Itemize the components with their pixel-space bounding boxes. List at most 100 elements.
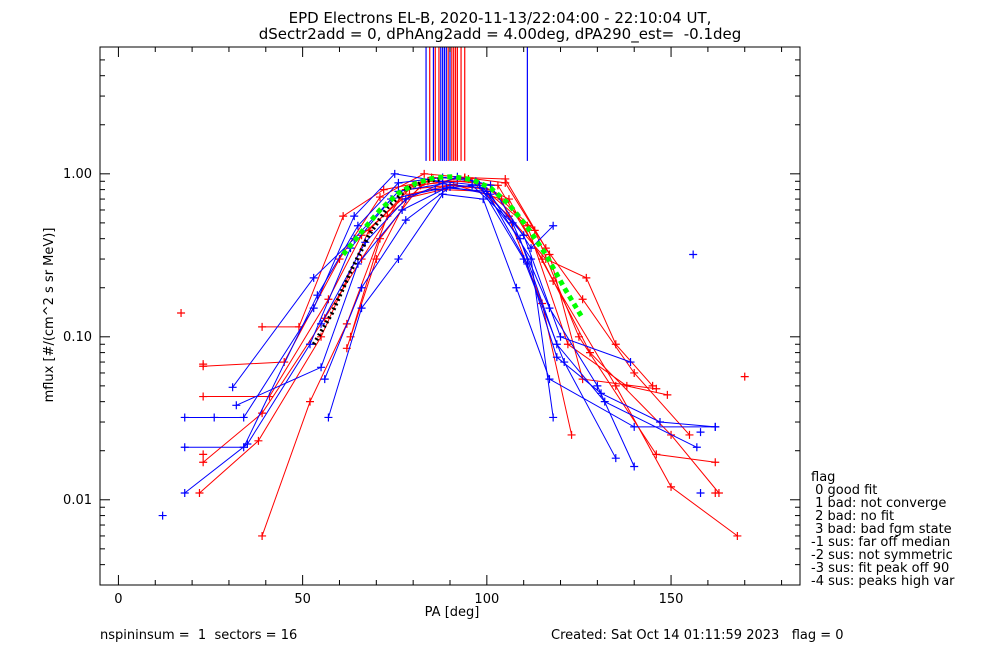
- data-point: [398, 205, 407, 214]
- data-point: [258, 531, 267, 540]
- data-point: [733, 531, 742, 540]
- isolated-data-point: [696, 428, 705, 437]
- data-point: [552, 340, 561, 349]
- data-point: [711, 422, 720, 431]
- data-point: [493, 181, 502, 190]
- data-point: [630, 422, 639, 431]
- data-point: [549, 221, 558, 230]
- data-point: [626, 358, 635, 367]
- data-point: [420, 169, 429, 178]
- data-point: [556, 332, 565, 341]
- data-point: [320, 375, 329, 384]
- data-point: [390, 169, 399, 178]
- data-point: [306, 340, 314, 349]
- data-point: [597, 389, 606, 398]
- isolated-data-point: [158, 511, 167, 520]
- x-tick-label: 0: [114, 592, 122, 607]
- data-point: [195, 489, 204, 498]
- series-line: [236, 187, 716, 428]
- data-point: [611, 454, 620, 463]
- data-point: [180, 443, 189, 452]
- isolated-data-point: [711, 489, 720, 498]
- data-point: [486, 190, 495, 199]
- legend-title: flag: [811, 470, 836, 485]
- data-point: [501, 174, 510, 183]
- legend-item: -1 sus: far off median: [811, 535, 951, 550]
- data-point: [685, 430, 694, 439]
- data-point: [376, 193, 384, 202]
- data-point: [563, 340, 572, 349]
- legend-item: 2 bad: no fit: [811, 509, 895, 524]
- data-point: [667, 482, 676, 491]
- series-line: [199, 180, 720, 494]
- fit-curve-green: [341, 174, 585, 320]
- y-tick-label: 0.10: [63, 330, 92, 345]
- data-point: [394, 178, 403, 187]
- legend-item: 1 bad: not converge: [811, 496, 947, 511]
- y-tick-label: 0.01: [63, 493, 92, 508]
- data-point: [401, 216, 410, 225]
- isolated-data-point: [199, 360, 208, 369]
- data-point: [401, 195, 410, 204]
- legend-item: -3 sus: fit peak off 90: [811, 561, 950, 576]
- data-point: [254, 436, 263, 445]
- x-tick-label: 100: [474, 592, 499, 607]
- data-point: [239, 443, 248, 452]
- series-line: [232, 183, 631, 388]
- x-tick-label: 50: [294, 592, 311, 607]
- data-point: [630, 368, 639, 377]
- footer-right-info: Created: Sat Oct 14 01:11:59 2023 flag =…: [551, 628, 844, 643]
- x-axis-label: PA [deg]: [425, 605, 480, 620]
- data-point: [317, 363, 326, 372]
- data-point: [306, 397, 314, 406]
- data-point: [431, 185, 440, 194]
- isolated-data-point: [199, 450, 208, 459]
- data-point: [180, 413, 189, 422]
- y-tick-label: 1.00: [63, 167, 92, 182]
- data-point: [479, 195, 488, 204]
- data-point: [567, 430, 576, 439]
- data-point: [324, 413, 333, 422]
- data-point: [232, 401, 241, 410]
- data-point: [339, 212, 348, 221]
- data-point: [243, 439, 252, 448]
- data-point: [574, 332, 583, 341]
- data-point: [622, 381, 631, 390]
- data-point: [180, 489, 189, 498]
- chart-title-line-2: dSectr2add = 0, dPhAng2add = 4.00deg, dP…: [258, 25, 742, 43]
- data-point: [582, 273, 591, 282]
- data-point: [199, 458, 208, 467]
- isolated-data-point: [696, 489, 705, 498]
- data-point: [446, 183, 454, 192]
- data-point: [552, 353, 561, 362]
- data-point: [438, 190, 447, 199]
- data-point: [652, 384, 661, 393]
- data-point: [317, 319, 326, 328]
- data-point: [313, 291, 322, 300]
- data-point: [711, 458, 720, 467]
- data-point: [357, 283, 366, 292]
- data-point: [309, 273, 318, 282]
- series-line: [324, 186, 554, 418]
- legend-item: -2 sus: not symmetric: [811, 548, 953, 563]
- isolated-data-point: [177, 308, 186, 317]
- legend-item: 3 bad: bad fgm state: [811, 522, 952, 537]
- data-point: [350, 212, 359, 221]
- data-point: [324, 295, 333, 304]
- isolated-data-point: [210, 413, 219, 422]
- data-point: [364, 226, 373, 235]
- series-line: [203, 189, 668, 397]
- data-point: [600, 397, 609, 406]
- legend-item: -4 sus: peaks high var: [811, 574, 955, 589]
- data-point: [335, 255, 344, 264]
- data-point: [228, 383, 237, 392]
- data-point: [545, 375, 554, 384]
- series-line: [184, 173, 617, 459]
- series-line: [184, 176, 698, 448]
- data-point: [586, 348, 594, 357]
- series-line: [262, 180, 653, 387]
- legend-item: 0 good fit: [811, 483, 878, 498]
- y-axis-label: mflux [#/(cm^2 s sr MeV)]: [42, 228, 57, 403]
- data-point: [652, 450, 661, 459]
